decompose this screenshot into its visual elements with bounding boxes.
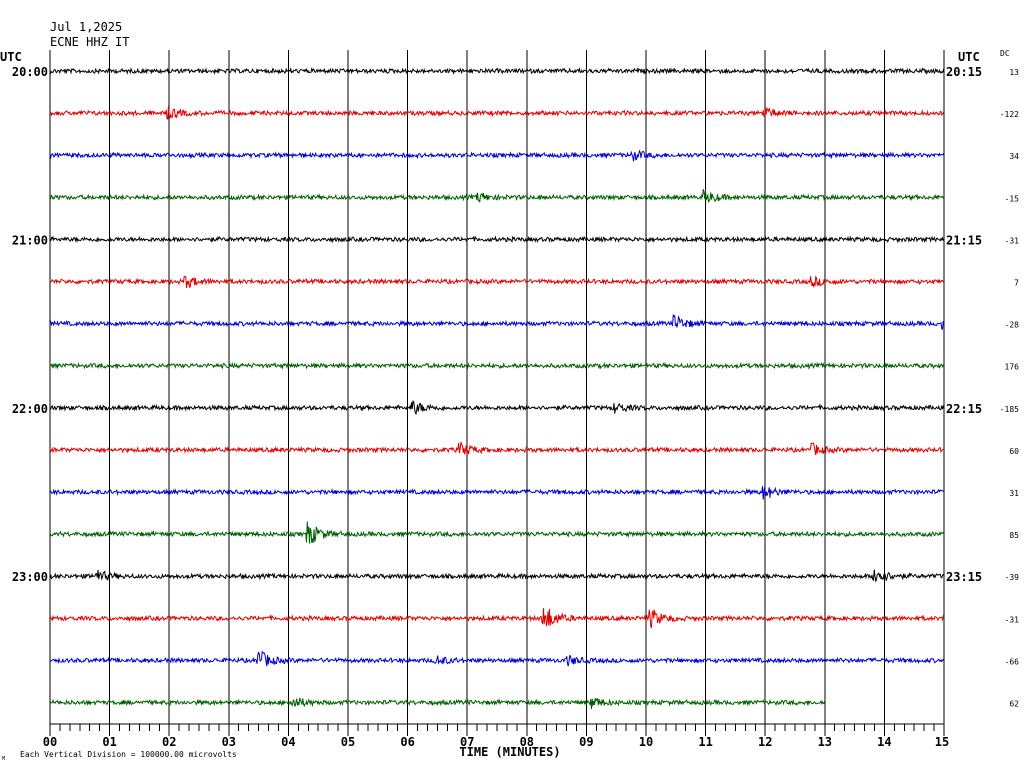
row-dc-offset: -66 [1005,657,1020,666]
x-tick-label: 06 [400,735,414,749]
trace-row-4 [49,235,945,244]
x-tick-label: 11 [698,735,712,749]
x-tick-label: 10 [639,735,653,749]
trace-row-10 [49,486,945,500]
row-end-time-label: 20:15 [946,65,982,79]
row-dc-offset: 60 [1009,447,1019,456]
row-dc-offset: -31 [1005,615,1020,624]
trace-row-5 [49,275,945,289]
trace-row-15 [49,697,826,710]
row-dc-offset: 176 [1005,363,1020,372]
row-dc-offset: -122 [1000,110,1019,119]
row-dc-offset: 34 [1009,152,1019,161]
row-dc-offset: -31 [1005,236,1020,245]
x-tick-label: 08 [520,735,534,749]
plot-grid [49,50,945,725]
utc-label-right: UTC [958,50,980,64]
trace-row-2 [49,149,945,162]
trace-row-11 [49,521,945,544]
x-axis: 00 01 02 03 04 05 06 07 08 09 10 11 12 13 14 15 [43,724,949,749]
scale-note: Each Vertical Division = 100000.00 micro… [20,750,237,759]
row-dc-offset: 13 [1009,68,1019,77]
x-tick-label: 07 [460,735,474,749]
trace-row-6 [49,313,945,330]
row-dc-offset: 7 [1014,279,1019,288]
trace-row-7 [49,361,945,370]
row-dc-offset: -28 [1005,321,1020,330]
trace-row-0 [49,66,945,76]
row-dc-offset: -15 [1005,194,1020,203]
trace-row-1 [49,105,945,120]
row-end-time-label: 21:15 [946,233,982,247]
row-labels: 20:00 20:15 13 -122 34 -15 21:00 21:15 -31 7 -28 17… [12,65,1019,709]
trace-row-12 [49,569,945,583]
x-tick-label: 14 [877,735,891,749]
row-dc-offset: 62 [1009,700,1019,709]
seismic-traces [49,66,945,710]
row-start-time-label: 20:00 [12,65,48,79]
trace-row-8 [49,400,945,416]
row-dc-offset: -185 [1000,405,1019,414]
x-tick-label: 13 [818,735,832,749]
x-tick-label: 05 [341,735,355,749]
row-start-time-label: 23:00 [12,570,48,584]
trace-row-3 [49,189,945,203]
row-start-time-label: 22:00 [12,402,48,416]
x-tick-label: 04 [281,735,295,749]
trace-row-9 [49,442,945,456]
row-dc-offset: 31 [1009,489,1019,498]
x-tick-label: 12 [758,735,772,749]
x-axis-title: TIME (MINUTES) [459,745,560,759]
dc-header: DC [1000,49,1010,58]
x-tick-label: 00 [43,735,57,749]
x-tick-label: 02 [162,735,176,749]
corner-mark: M [2,756,5,762]
row-start-time-label: 21:00 [12,233,48,247]
chart-date: Jul 1,2025 [50,20,122,34]
x-tick-label: 01 [102,735,116,749]
row-dc-offset: -39 [1005,573,1020,582]
x-tick-label: 15 [935,735,949,749]
chart-station: ECNE HHZ IT [50,35,129,49]
trace-row-14 [49,650,945,667]
x-tick-label: 09 [579,735,593,749]
row-end-time-label: 22:15 [946,402,982,416]
utc-label-left: UTC [0,50,22,64]
trace-row-13 [49,608,945,629]
row-end-time-label: 23:15 [946,570,982,584]
x-tick-label: 03 [222,735,236,749]
row-dc-offset: 85 [1009,531,1019,540]
